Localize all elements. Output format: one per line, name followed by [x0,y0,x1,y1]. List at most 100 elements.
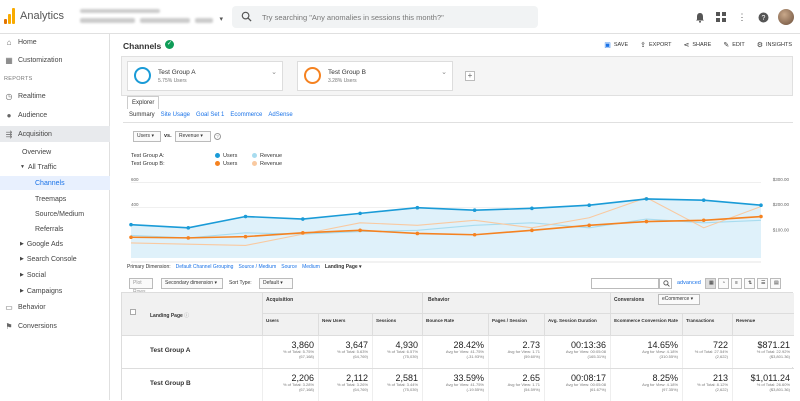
share-button[interactable]: ⋖ SHARE [683,42,712,49]
col-header[interactable]: Revenue [736,318,756,323]
sidebar-item-source-medium[interactable]: Source/Medium [35,210,85,218]
dimension-landing-page[interactable]: Landing Page ▾ [324,264,362,270]
data-table: Landing Page ⓘ Acquisition Behavior Conv… [121,292,794,401]
col-landing-page[interactable]: Landing Page ⓘ [150,313,190,319]
dimension-medium[interactable]: Medium [302,264,320,270]
table-cell: 722% of Total: 27.54% (2,622) [694,340,728,359]
sidebar-item-realtime[interactable]: ◷ Realtime [0,89,110,103]
search-placeholder: Try searching "Any anomalies in sessions… [262,13,444,22]
secondary-dimension-select[interactable]: Secondary dimension ▾ [161,278,223,289]
table-cell: 2,112% of Total: 3.26% (64,769) [336,373,368,392]
subtab-goal-set[interactable]: Goal Set 1 [196,112,225,118]
table-search-button[interactable] [659,278,672,289]
tab-explorer[interactable]: Explorer [127,96,160,109]
chevron-down-icon[interactable]: ⌄ [271,69,277,76]
col-header[interactable]: New Users [322,318,346,323]
view-pie-icon[interactable]: ◔ [718,278,729,289]
sidebar-item-social[interactable]: ▶ Social [20,271,46,279]
subtab-adsense[interactable]: AdSense [268,112,293,118]
add-segment-button[interactable]: + [465,71,475,81]
sidebar-item-home[interactable]: ⌂ Home [0,35,110,49]
sidebar-item-search-console[interactable]: ▶ Search Console [20,255,77,263]
view-table-icon[interactable]: ▦ [705,278,716,289]
metric-select-1[interactable]: Users ▾ [133,131,161,142]
segment-card-a[interactable]: Test Group A 5.75% Users ⌄ [127,61,283,91]
sidebar: ⌂ Home ▦ Customization REPORTS ◷ Realtime ●… [0,34,110,400]
data-point [186,226,191,230]
sidebar-item-channels[interactable]: Channels [0,176,110,190]
view-term-cloud-icon[interactable]: ☰ [757,278,768,289]
analytics-logo-icon[interactable] [4,8,16,24]
export-button[interactable]: ⇪ EXPORT [640,42,672,49]
sidebar-item-behavior[interactable]: ▭ Behavior [0,300,110,314]
top-bar: Analytics ▾ Try searching "Any anomalies… [0,0,800,34]
data-point [415,231,420,236]
save-button[interactable]: ▣ SAVE [604,42,629,49]
help-icon[interactable]: ? [757,11,769,23]
segment-card-b[interactable]: Test Group B 3.28% Users ⌄ [297,61,453,91]
sidebar-item-treemaps[interactable]: Treemaps [35,195,67,203]
data-point [644,219,649,224]
avatar[interactable] [778,9,794,25]
data-point [701,198,706,202]
metric-select-2[interactable]: Revenue ▾ [175,131,211,142]
sidebar-item-campaigns[interactable]: ▶ Campaigns [20,287,63,295]
subtab-summary[interactable]: Summary [129,112,155,118]
sort-type-select[interactable]: Default ▾ [259,278,293,289]
data-point [301,217,305,221]
edit-icon: ✎ [723,42,730,49]
edit-button[interactable]: ✎ EDIT [723,42,745,49]
subtab-ecommerce[interactable]: Ecommerce [230,112,263,118]
line-chart: 600400200$300.00$200.00$100.00 [129,177,790,263]
apps-grid-icon[interactable] [715,11,727,23]
select-all-checkbox[interactable] [130,309,136,315]
subtab-site-usage[interactable]: Site Usage [160,112,191,118]
col-header[interactable]: Transactions [686,318,715,323]
sidebar-item-overview[interactable]: Overview [22,148,52,156]
help-icon[interactable]: ? [214,133,221,140]
dimension-source-medium[interactable]: Source / Medium [238,264,277,270]
table-cell: 3,860% of Total: 5.75% (67,168) [282,340,314,359]
sidebar-item-all-traffic[interactable]: ▼ All Traffic [20,163,57,171]
search-input[interactable]: Try searching "Any anomalies in sessions… [232,6,538,28]
col-header[interactable]: Pages / Session [492,318,527,323]
view-comparison-icon[interactable]: ⇅ [744,278,755,289]
chevron-down-icon[interactable]: ⌄ [441,69,447,76]
conversions-select[interactable]: eCommerce ▾ [658,294,700,305]
row-label[interactable]: Test Group A [150,347,191,354]
sidebar-item-referrals[interactable]: Referrals [35,225,64,233]
notifications-bell-icon[interactable] [694,11,706,23]
dimension-source[interactable]: Source [281,264,298,270]
triangle-right-icon: ▶ [20,241,24,247]
account-selector[interactable]: ▾ [80,6,225,28]
advanced-link[interactable]: advanced [677,280,701,286]
data-point [358,211,362,216]
search-icon [241,11,252,22]
col-header[interactable]: Ecommerce Conversion Rate [614,318,678,323]
y2-tick-label: $300.00 [773,177,790,182]
col-header[interactable]: Sessions [376,318,397,323]
table-row[interactable]: Test Group B 2,206% of Total: 3.28% (67,16… [122,368,794,401]
data-point [701,218,706,223]
sidebar-item-conversions[interactable]: ⚑ Conversions [0,319,110,333]
table-cell: 8.25% Avg for View: 4.18% (97.35%) [642,373,678,392]
col-header[interactable]: Avg. Session Duration [548,318,597,323]
dimension-default-channel-grouping[interactable]: Default Channel Grouping [175,264,234,270]
legend-revenue-a: Revenue [252,153,282,159]
table-cell: 00:08:17 Avg for View: 00:05:08 (61.67%) [565,373,606,392]
table-row[interactable]: Test Group A 3,860% of Total: 5.75% (67,16… [122,335,794,368]
sidebar-item-acquisition[interactable]: ⇶ Acquisition [0,126,110,142]
more-vertical-icon[interactable]: ⋮ [737,11,747,22]
col-header[interactable]: Bounce Rate [426,318,455,323]
row-label[interactable]: Test Group B [150,380,191,387]
view-pivot-icon[interactable]: ▤ [770,278,781,289]
view-performance-icon[interactable]: ≡ [731,278,742,289]
sidebar-item-customization[interactable]: ▦ Customization [0,53,110,67]
col-header[interactable]: Users [266,318,279,323]
insights-button[interactable]: ⚙ INSIGHTS [756,42,792,49]
sidebar-item-google-ads[interactable]: ▶ Google Ads [20,240,64,248]
plot-rows-button[interactable]: Plot Rows [129,278,153,295]
group-conversions: Conversions [614,297,645,303]
sidebar-item-audience[interactable]: ● Audience [0,108,110,122]
table-search-input[interactable] [591,278,659,289]
